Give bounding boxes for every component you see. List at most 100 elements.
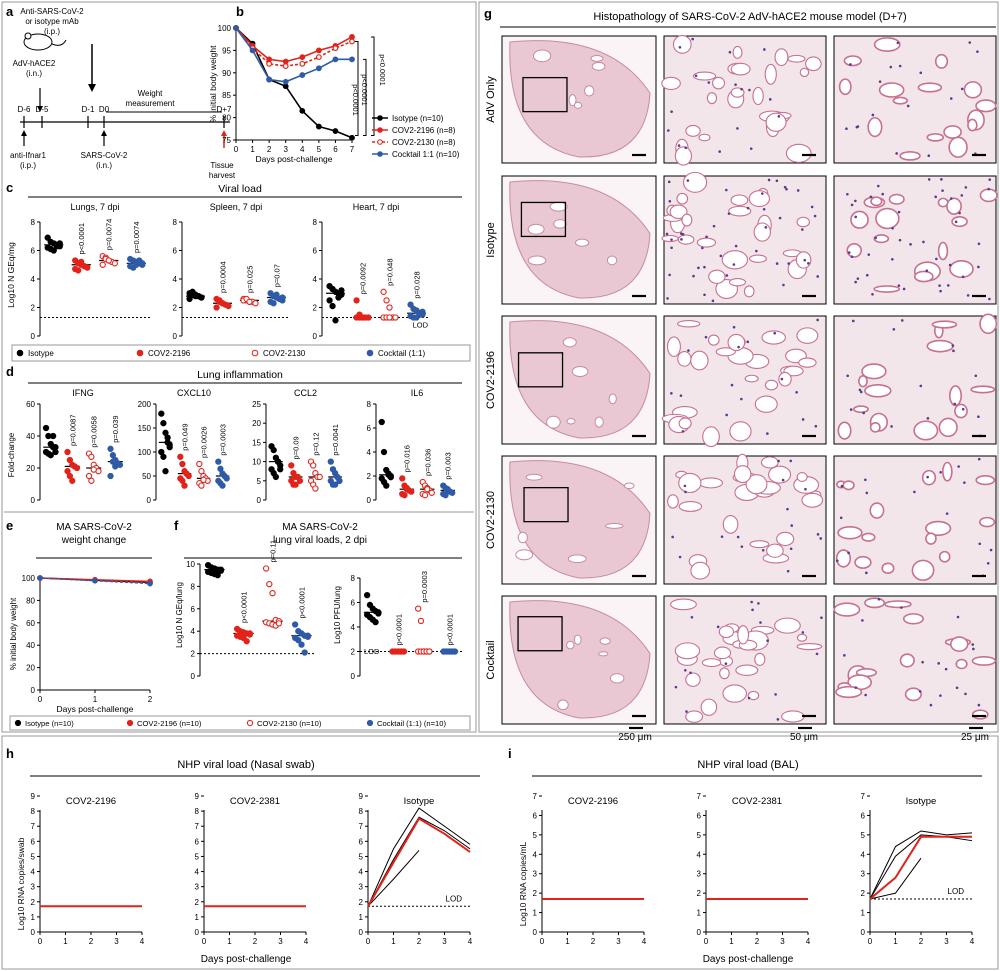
nucleus: [670, 238, 673, 241]
panel-letter-h: h: [6, 746, 14, 761]
f-pfu-y-tick: 8: [351, 574, 356, 583]
alveolus: [682, 171, 708, 193]
alveolus: [971, 655, 997, 666]
nucleus: [689, 671, 692, 675]
nucleus: [751, 608, 754, 612]
d-ifng-point: [52, 444, 59, 451]
f-geq-point: [295, 637, 302, 644]
f-geq-y-tick: 2: [191, 650, 196, 659]
c-heart-lod-label: LOD: [413, 320, 429, 329]
d-subtitle-1: CXCL10: [177, 388, 211, 398]
b-y-tick: 95: [222, 46, 231, 55]
b-point: [282, 63, 289, 69]
label-line: Weight: [138, 89, 164, 98]
alveolus: [748, 254, 767, 263]
nucleus: [766, 432, 769, 435]
timeline-day-4: D+7: [217, 105, 232, 114]
alveolus: [764, 63, 777, 85]
alveolus: [979, 188, 998, 203]
alveolus: [748, 190, 771, 208]
d-subtitle-2: CCL2: [294, 388, 317, 398]
timeline-day-0: D-6: [18, 105, 31, 114]
b-point: [349, 38, 355, 45]
nucleus: [951, 344, 955, 347]
nucleus: [987, 187, 991, 191]
alveolus: [798, 357, 817, 368]
alveolus: [729, 421, 752, 442]
nucleus: [856, 277, 860, 280]
alveolus: [787, 54, 806, 63]
alveolus: [943, 125, 962, 139]
g-scale-label-0: 250 μm: [618, 732, 652, 743]
c-spleen-point: [270, 300, 277, 307]
nucleus: [801, 631, 805, 634]
c-heart-point: [386, 304, 393, 311]
c-lungs-pval-2: p=0.0074: [132, 222, 141, 254]
panel_h-y-tick: 3: [195, 883, 200, 892]
f-geq-point: [214, 572, 221, 579]
alveolus: [678, 501, 703, 512]
nucleus: [974, 374, 978, 378]
alveolus: [925, 520, 952, 537]
nucleus: [864, 693, 867, 697]
nucleus: [746, 206, 750, 210]
timeline-day-2: D-1: [82, 105, 95, 114]
nucleus: [748, 88, 751, 92]
d-il6-y-tick: 8: [367, 400, 372, 409]
nucleus: [746, 340, 750, 344]
f-geq-point: [275, 620, 283, 627]
f-pfu-pval-2: p<0.0001: [445, 614, 454, 646]
f-geq-y-tick: 0: [191, 672, 196, 681]
panel_h-ylabel: Log10 RNA copies/swab: [16, 837, 26, 930]
b-xlabel: Days post-challenge: [255, 154, 332, 164]
c-lungs-point: [133, 261, 140, 268]
nucleus: [957, 465, 960, 468]
nucleus: [940, 178, 943, 181]
nucleus: [900, 606, 903, 609]
nucleus: [867, 253, 871, 256]
c-heart-y-tick: 4: [313, 275, 318, 284]
alveolus: [667, 494, 679, 509]
nucleus: [777, 459, 780, 463]
airway: [573, 634, 582, 645]
alveolus: [702, 426, 720, 448]
nucleus: [977, 703, 981, 707]
nucleus: [732, 263, 736, 266]
c-spleen-pval-1: p=0.025: [246, 266, 255, 293]
alveolus: [835, 549, 852, 568]
d-ifng-point: [64, 448, 71, 456]
nucleus: [977, 242, 981, 246]
nucleus: [918, 690, 922, 693]
nucleus: [971, 643, 975, 646]
f-pfu-point: [426, 648, 433, 655]
nucleus: [897, 210, 901, 214]
c-lungs-point: [139, 260, 146, 267]
nucleus: [704, 335, 708, 339]
nucleus: [781, 478, 785, 482]
panel_h-subtitle-2: Isotype: [404, 796, 435, 807]
f-ylabel-2: Log10 PFU/lung: [333, 586, 342, 644]
d-il6-point: [442, 492, 449, 499]
panel_i-y-tick: 4: [697, 850, 702, 859]
panel_i-y-tick: 7: [861, 792, 866, 801]
b-y-tick: 90: [222, 69, 231, 78]
panel_i-x-tick: 1: [893, 937, 898, 946]
alveolus: [926, 339, 954, 353]
f-ylabel-1: Log10 N GEq/lung: [175, 582, 184, 648]
alveolus: [743, 285, 755, 298]
airway: [566, 417, 576, 425]
nucleus: [955, 686, 959, 690]
alveolus: [690, 561, 711, 580]
g-row-label-4: Cocktail: [485, 640, 497, 679]
nucleus: [816, 275, 819, 278]
g-title: Histopathology of SARS-CoV-2 AdV-hACE2 m…: [593, 11, 906, 23]
label-line: (i.n.): [26, 69, 42, 78]
airway: [608, 393, 617, 405]
nucleus: [725, 274, 729, 277]
alveolus: [842, 480, 855, 491]
c-legend-marker: [251, 349, 259, 357]
e-xlabel: Days post-challenge: [56, 704, 133, 714]
nucleus: [902, 287, 906, 291]
nucleus: [847, 251, 851, 254]
